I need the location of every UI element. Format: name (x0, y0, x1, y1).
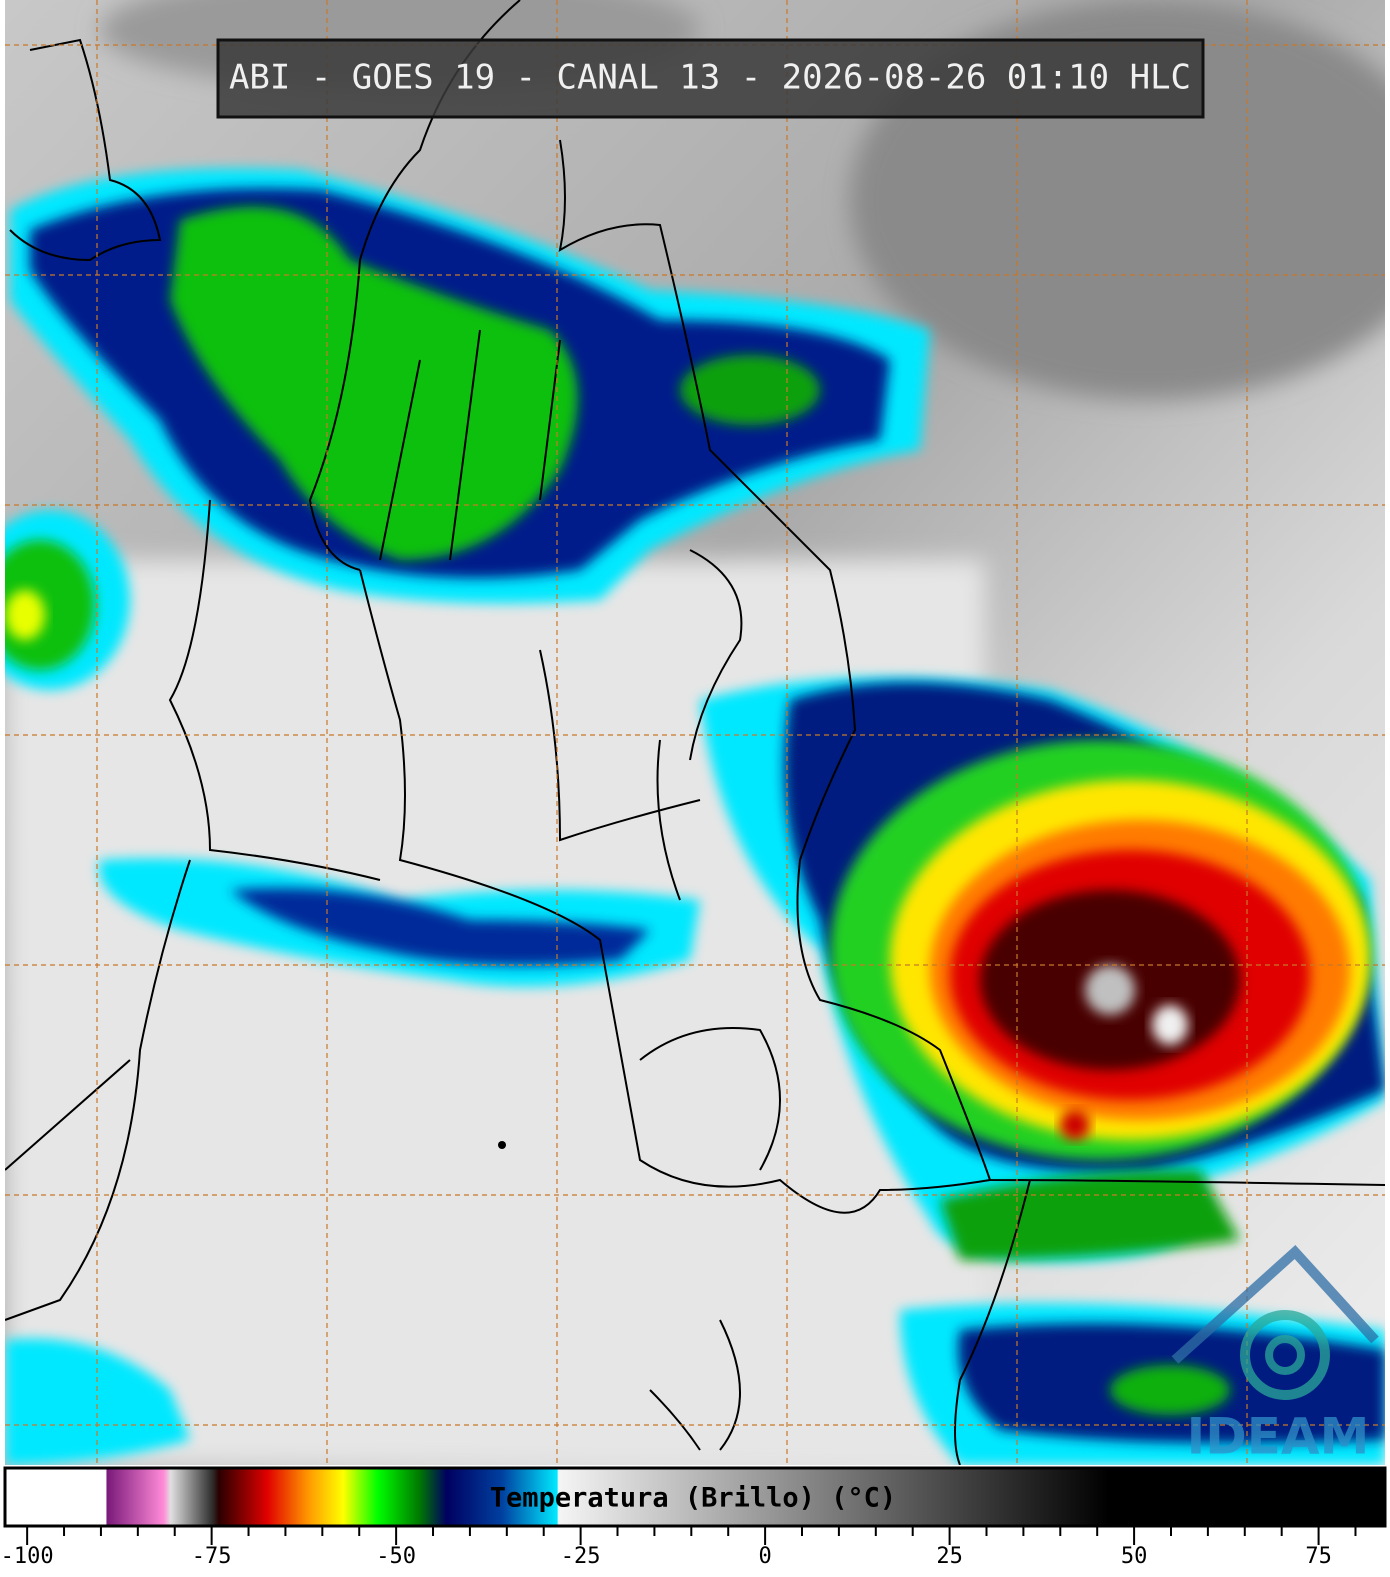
title-box (216, 38, 1205, 119)
tick-label: 25 (936, 1544, 963, 1569)
tick-label: 0 (758, 1544, 771, 1569)
logo: IDEAM (1171, 1244, 1379, 1466)
tick-label: -25 (561, 1544, 601, 1569)
tick-label: -100 (1, 1544, 54, 1569)
title: ABI - GOES 19 - CANAL 13 - 2026-08-26 01… (229, 58, 1191, 98)
colorbar: Temperatura (Brillo) (°C) -100 -75 -50 -25 0… (1, 1466, 1387, 1569)
logo-text: IDEAM (1187, 1408, 1370, 1466)
satellite-map: IDEAM (5, 0, 1385, 1466)
tick-label: -75 (192, 1544, 232, 1569)
tick-label: -50 (376, 1544, 416, 1569)
colorbar-ramp (3, 1466, 1387, 1528)
tick-label: 75 (1305, 1544, 1332, 1569)
tick-label: 50 (1121, 1544, 1148, 1569)
colorbar-label: Temperatura (Brillo) (°C) (490, 1483, 896, 1514)
